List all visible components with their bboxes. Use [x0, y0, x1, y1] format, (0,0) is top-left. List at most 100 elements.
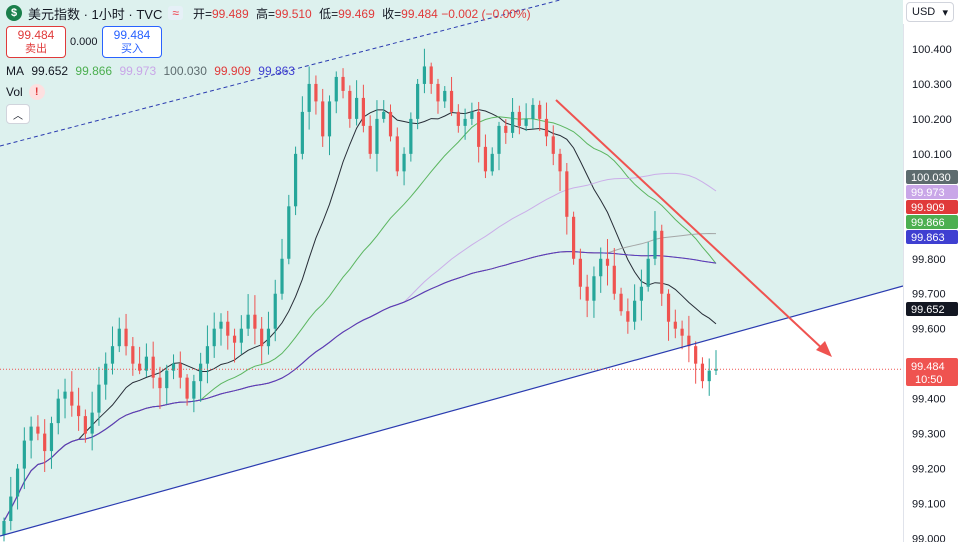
candle-body [138, 363, 142, 371]
candle-body [510, 111, 515, 133]
candle-body [477, 111, 481, 147]
candle-body [483, 146, 488, 172]
price-label: 100.030 [911, 172, 951, 184]
candle-body [694, 346, 698, 364]
buy-button[interactable]: 99.484 买入 [102, 26, 162, 58]
candle-body [646, 258, 650, 287]
last-price-label-bg [906, 358, 958, 386]
candle-body [504, 125, 508, 133]
candle-body [253, 314, 257, 329]
close-label: 收= [382, 6, 402, 21]
close-value: 99.484 [401, 6, 438, 21]
candle-body [260, 328, 264, 347]
spread-value: 0.000 [70, 36, 98, 48]
moving-average-line [3, 251, 717, 522]
candle-body [321, 101, 325, 137]
drawing-layer [0, 0, 904, 537]
candle-body [90, 412, 94, 434]
price-label-bg [906, 302, 958, 316]
price-label-bg [906, 185, 958, 199]
price-label-bg [906, 215, 958, 229]
candle-body [524, 118, 528, 126]
channel-fill [0, 0, 903, 536]
candle-body [63, 391, 67, 399]
candle-body [660, 230, 664, 294]
price-axis[interactable]: 100.400100.300100.200100.100100.00099.90… [903, 0, 960, 545]
price-tick-label: 99.200 [912, 464, 946, 476]
candle-body [348, 90, 352, 119]
channel-upper-dashed-line [0, 0, 561, 147]
candle-body [205, 346, 210, 364]
candle-body [266, 328, 271, 347]
candle-body [334, 76, 338, 102]
candle-body [22, 440, 26, 469]
candle-body [449, 90, 454, 112]
price-label-bg [906, 170, 958, 184]
price-tick-label: 100.100 [912, 149, 952, 161]
ma-value-1: 99.652 [31, 64, 69, 78]
candle-body [212, 328, 216, 347]
candle-body [605, 258, 610, 266]
sell-price: 99.484 [17, 28, 55, 42]
candle-body [666, 293, 671, 322]
countdown-label: 10:50 [915, 374, 943, 386]
ma-legend[interactable]: MA 99.652 99.866 99.973 100.030 99.909 9… [6, 64, 299, 78]
buy-price: 99.484 [113, 28, 151, 42]
candle-body [409, 118, 413, 154]
sell-button[interactable]: 99.484 卖出 [6, 26, 66, 58]
ma-value-6: 99.863 [258, 64, 295, 78]
warning-icon[interactable]: ! [28, 84, 45, 100]
indicator-wave-icon[interactable]: ≈ [168, 6, 183, 20]
price-tick-label: 99.400 [912, 394, 946, 406]
price-label: 99.866 [911, 217, 945, 229]
candle-body [43, 433, 47, 452]
candle-body [83, 416, 87, 434]
dollar-logo-icon: $ [6, 5, 22, 21]
candle-body [307, 83, 311, 112]
candle-body [599, 258, 603, 277]
low-label: 低= [319, 6, 339, 21]
channel-lower-line [0, 285, 904, 537]
candle-body [361, 97, 365, 126]
volume-legend[interactable]: Vol ! [6, 84, 45, 100]
candle-body [300, 111, 304, 154]
price-tick-label: 99.000 [912, 534, 946, 542]
candle-body [151, 356, 155, 378]
high-label: 高= [256, 6, 276, 21]
candle-body [185, 377, 189, 399]
candle-body [402, 153, 406, 172]
change-value: −0.002 (−0.00%) [441, 6, 531, 21]
candle-body [490, 153, 494, 172]
ma-value-2: 99.866 [75, 64, 113, 78]
candle-body [226, 321, 230, 336]
candle-body [578, 258, 582, 287]
currency-select[interactable]: USD ▾ [906, 2, 954, 22]
price-tick-label: 99.100 [912, 499, 946, 511]
candle-body [165, 370, 169, 389]
candle-body [585, 286, 589, 301]
candle-body [341, 76, 345, 91]
price-label: 99.909 [911, 202, 945, 214]
ma-value-4: 100.030 [163, 64, 207, 78]
candle-body [612, 265, 616, 294]
collapse-legend-button[interactable]: ︿ [6, 104, 30, 124]
candle-body [239, 328, 243, 343]
symbol-title[interactable]: 美元指数 · 1小时 · TVC [28, 6, 163, 22]
price-label-layer: 100.030 99.973 99.909 99.866 99.863 99.652 99.… [906, 170, 958, 386]
candle-body [538, 104, 542, 119]
candle-body [49, 423, 54, 452]
candle-body [327, 101, 332, 137]
candle-body [626, 311, 630, 322]
candle-body [144, 356, 148, 371]
candle-body [368, 125, 372, 154]
candle-body [388, 111, 393, 137]
candle-body [178, 363, 182, 378]
candle-body [15, 468, 20, 497]
candle-body [104, 363, 108, 385]
candle-body [232, 335, 237, 343]
ma-value-3: 99.973 [119, 64, 157, 78]
ohlc-readout: 开=99.489 高=99.510 低=99.469 收=99.484 −0.0… [189, 5, 531, 22]
candle-body [36, 426, 40, 434]
